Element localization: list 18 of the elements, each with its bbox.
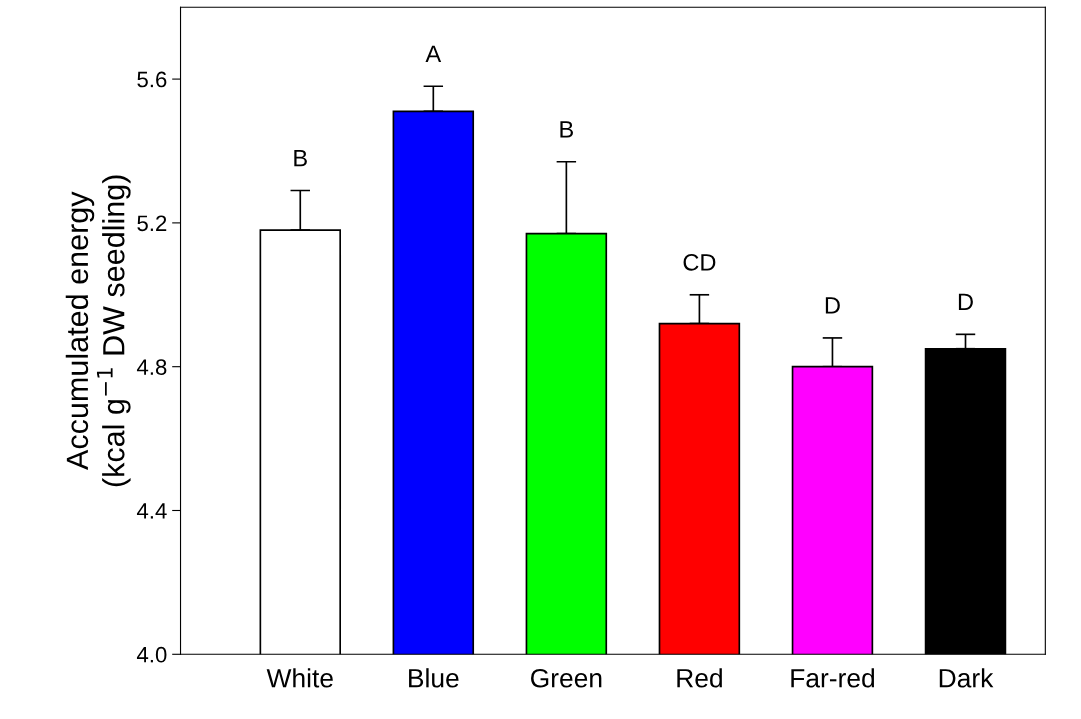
- y-tick-label: 5.6: [137, 71, 167, 88]
- y-tick-label: 5.2: [137, 215, 167, 232]
- annotation: D: [958, 293, 973, 310]
- x-tick-label: Dark: [939, 668, 994, 688]
- annotation: D: [825, 297, 840, 314]
- y-tick-label: 4.4: [136, 503, 167, 519]
- annotation: CD: [683, 253, 716, 271]
- y-tick-label: 4.0: [136, 646, 167, 663]
- y-tick-label: 4.8: [136, 359, 167, 375]
- x-tick-label: Far-red: [791, 668, 875, 688]
- x-tick-label: White: [266, 668, 333, 688]
- annotation: B: [560, 121, 573, 138]
- annotation: A: [425, 45, 442, 62]
- y-axis-title: Accumulated energy (kcal g$^{−1}$ DW seedling): [65, 175, 131, 487]
- x-tick-label: Green: [531, 668, 602, 688]
- x-tick-label: Blue: [409, 668, 459, 688]
- annotation: B: [294, 149, 307, 167]
- x-tick-label: Red: [677, 668, 722, 688]
